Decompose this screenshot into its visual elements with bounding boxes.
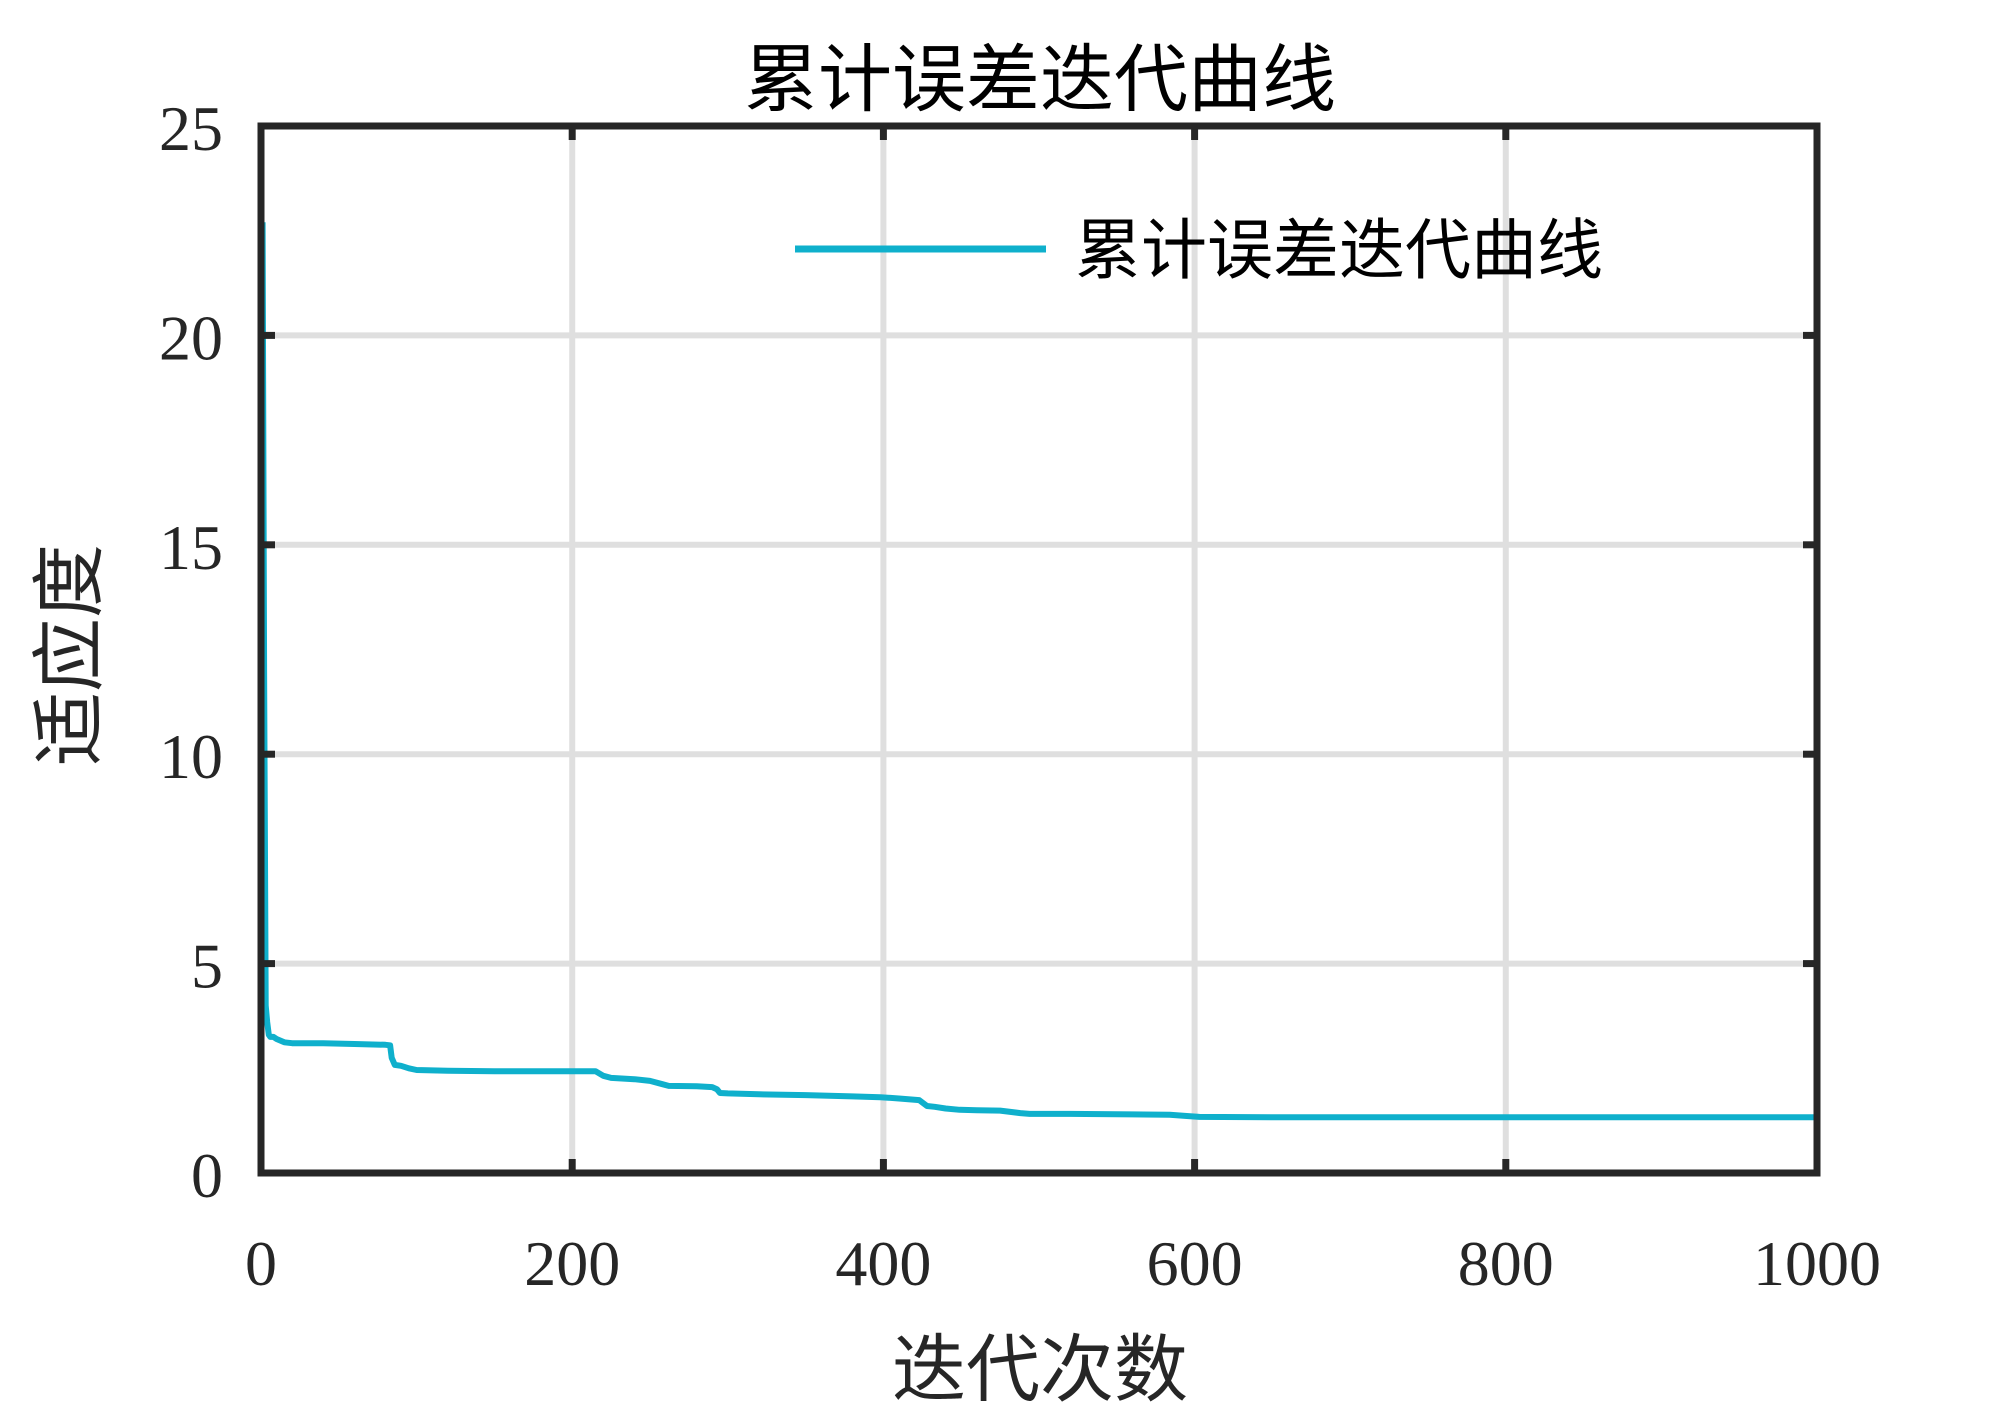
x-tick-label: 200	[524, 1228, 620, 1299]
y-tick-label: 0	[191, 1140, 223, 1211]
y-tick-label: 20	[159, 302, 223, 373]
x-tick-label: 600	[1147, 1228, 1243, 1299]
legend-label: 累计误差迭代曲线	[1075, 212, 1603, 289]
legend: 累计误差迭代曲线	[795, 212, 1603, 289]
plot-area	[261, 126, 1817, 1173]
x-tick-label: 1000	[1753, 1228, 1881, 1299]
x-tick-labels: 0 200 400 600 800 1000	[245, 1228, 1881, 1299]
axes-box	[257, 122, 1821, 1177]
y-tick-label: 10	[159, 721, 223, 792]
x-axis-label: 迭代次数	[892, 1327, 1188, 1413]
x-tick-label: 800	[1458, 1228, 1554, 1299]
y-tick-label: 25	[159, 93, 223, 164]
x-tick-label: 0	[245, 1228, 277, 1299]
chart-title: 累计误差迭代曲线	[744, 37, 1336, 123]
gridlines	[261, 126, 1817, 1173]
y-tick-label: 5	[191, 931, 223, 1002]
data-line-cumulative-error	[259, 222, 1817, 1121]
y-axis-label: 适应度	[27, 544, 113, 766]
x-tick-label: 400	[835, 1228, 931, 1299]
y-tick-label: 15	[159, 512, 223, 583]
y-tick-labels: 0 5 10 15 20 25	[159, 93, 223, 1211]
